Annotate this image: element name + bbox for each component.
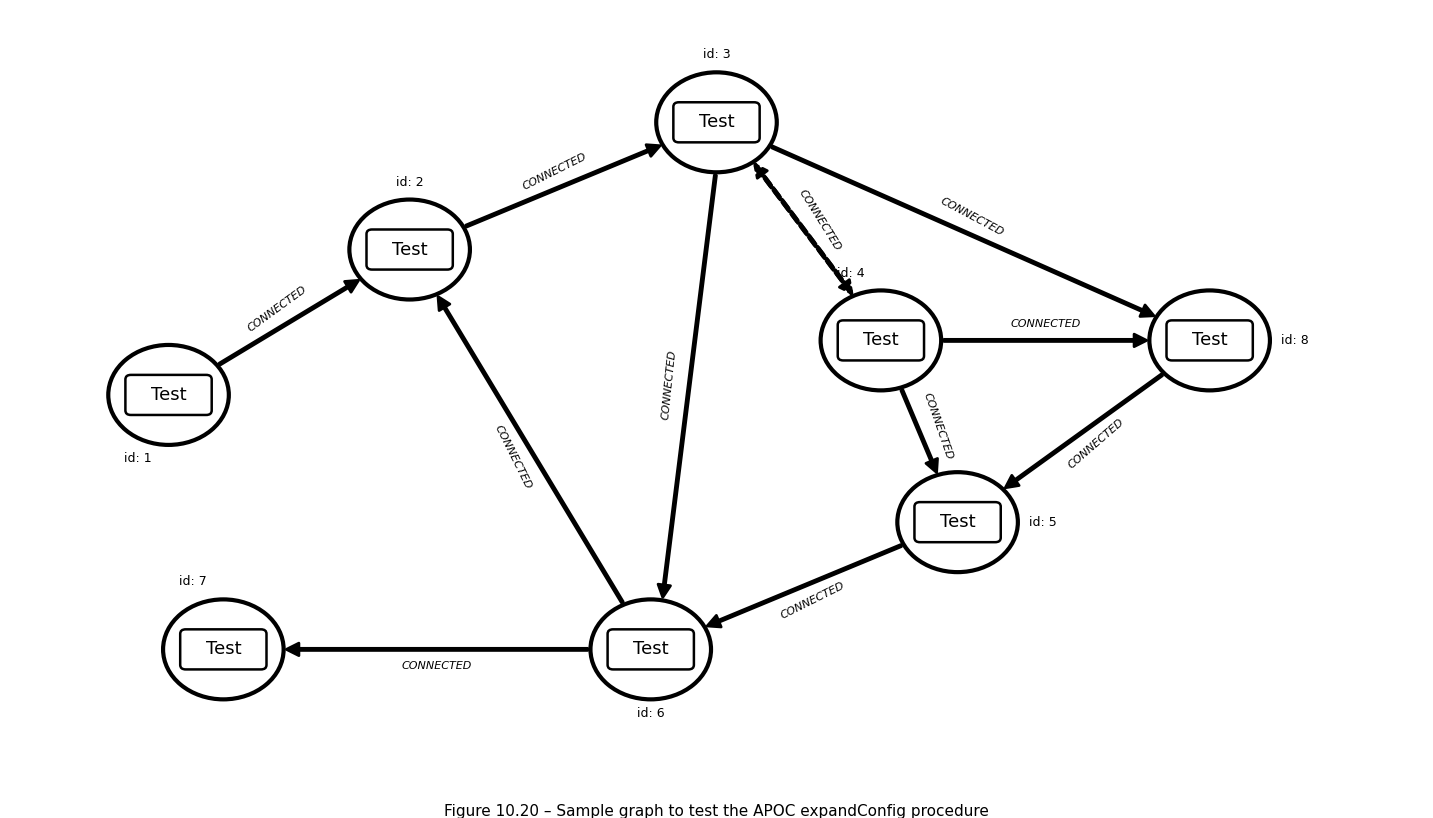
Text: Test: Test <box>863 331 898 349</box>
FancyArrowPatch shape <box>944 335 1146 347</box>
FancyArrowPatch shape <box>438 297 623 603</box>
FancyArrowPatch shape <box>658 175 716 597</box>
Text: CONNECTED: CONNECTED <box>921 391 954 461</box>
FancyBboxPatch shape <box>367 230 453 270</box>
Ellipse shape <box>897 472 1017 572</box>
Ellipse shape <box>590 600 711 699</box>
FancyArrowPatch shape <box>754 164 851 294</box>
Text: Test: Test <box>940 513 976 531</box>
Text: id: 7: id: 7 <box>179 576 206 588</box>
FancyArrowPatch shape <box>219 281 358 365</box>
Ellipse shape <box>656 72 777 173</box>
FancyArrowPatch shape <box>466 145 661 227</box>
FancyArrowPatch shape <box>772 146 1154 317</box>
Text: Test: Test <box>1192 331 1228 349</box>
Text: id: 8: id: 8 <box>1281 334 1308 347</box>
Ellipse shape <box>1149 290 1270 390</box>
FancyArrowPatch shape <box>901 389 937 473</box>
Text: id: 5: id: 5 <box>1029 515 1056 528</box>
FancyBboxPatch shape <box>1166 321 1252 361</box>
Text: CONNECTED: CONNECTED <box>246 285 310 334</box>
Text: id: 6: id: 6 <box>636 707 665 720</box>
Text: CONNECTED: CONNECTED <box>401 661 473 671</box>
Text: CONNECTED: CONNECTED <box>520 151 588 191</box>
Text: CONNECTED: CONNECTED <box>939 196 1006 238</box>
FancyArrowPatch shape <box>287 643 588 656</box>
FancyArrowPatch shape <box>755 164 853 294</box>
Ellipse shape <box>821 290 941 390</box>
Text: Test: Test <box>633 640 669 658</box>
FancyBboxPatch shape <box>181 629 267 669</box>
Text: Figure 10.20 – Sample graph to test the APOC expandConfig procedure: Figure 10.20 – Sample graph to test the … <box>444 804 989 818</box>
Text: id: 2: id: 2 <box>396 176 424 189</box>
Text: Test: Test <box>150 386 186 404</box>
FancyBboxPatch shape <box>838 321 924 361</box>
FancyArrowPatch shape <box>708 545 901 627</box>
Text: CONNECTED: CONNECTED <box>797 188 843 253</box>
Text: CONNECTED: CONNECTED <box>797 188 843 253</box>
Text: CONNECTED: CONNECTED <box>493 423 533 491</box>
FancyArrowPatch shape <box>1006 374 1162 488</box>
Text: CONNECTED: CONNECTED <box>1066 416 1126 470</box>
Text: Test: Test <box>391 240 427 258</box>
Text: id: 3: id: 3 <box>702 48 731 61</box>
Text: Test: Test <box>699 114 734 132</box>
FancyBboxPatch shape <box>608 629 694 669</box>
Ellipse shape <box>109 345 229 445</box>
Text: Test: Test <box>205 640 241 658</box>
Text: CONNECTED: CONNECTED <box>780 580 847 621</box>
Text: id: 4: id: 4 <box>837 267 864 280</box>
FancyBboxPatch shape <box>126 375 212 415</box>
Text: id: 1: id: 1 <box>125 452 152 465</box>
Ellipse shape <box>163 600 284 699</box>
FancyBboxPatch shape <box>674 102 759 142</box>
Ellipse shape <box>350 200 470 299</box>
Text: CONNECTED: CONNECTED <box>661 349 678 420</box>
Text: CONNECTED: CONNECTED <box>1010 319 1080 329</box>
FancyBboxPatch shape <box>914 502 1000 542</box>
